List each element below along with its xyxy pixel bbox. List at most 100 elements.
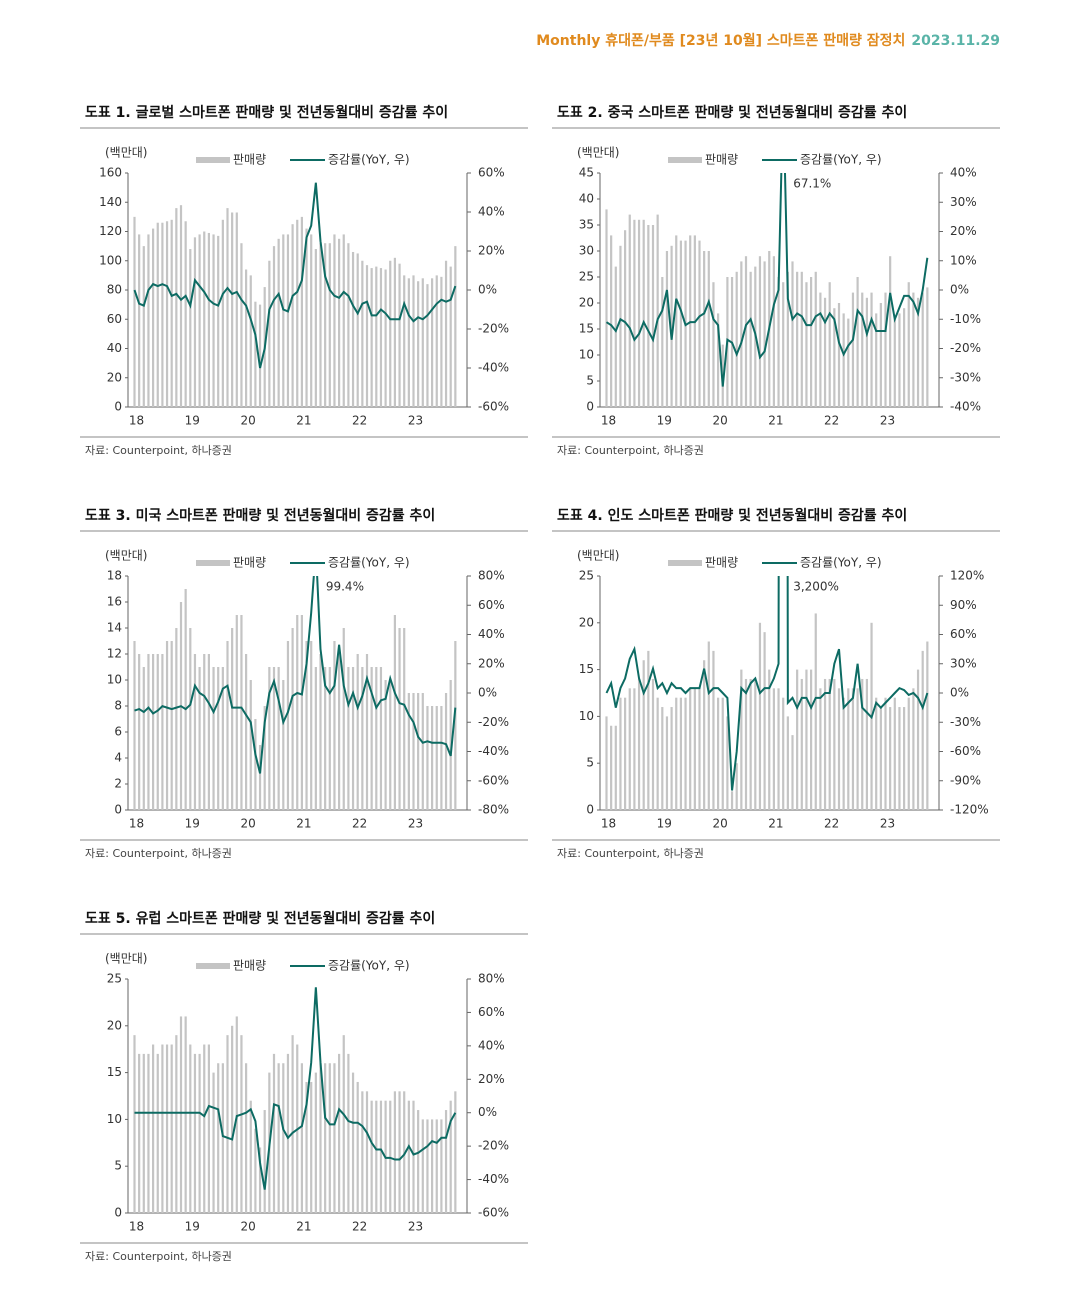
bar [165, 1044, 169, 1213]
bar [375, 266, 378, 407]
y2-tick-label: -20% [478, 715, 509, 729]
bar [277, 238, 280, 407]
y-tick-label: 140 [99, 195, 122, 209]
bar [393, 1091, 396, 1213]
bar [342, 1035, 345, 1213]
x-tick-label: 21 [768, 817, 783, 831]
bar [324, 667, 327, 810]
bar [833, 308, 836, 407]
bar [435, 706, 438, 810]
annotation: 3,200% [793, 580, 839, 594]
bar [333, 234, 336, 407]
bar [398, 1091, 401, 1213]
bar [305, 228, 308, 407]
chart-title: 도표 1. 글로벌 스마트폰 판매량 및 전년동월대비 증감률 추이 [85, 104, 448, 121]
bar [861, 678, 864, 810]
bar [212, 234, 215, 407]
unit-label: (백만대) [105, 952, 147, 966]
y2-tick-label: -40% [478, 361, 509, 375]
bar [254, 1128, 257, 1213]
bar [193, 237, 197, 407]
bar [161, 222, 164, 407]
bar [407, 278, 410, 407]
y2-tick-label: -20% [478, 322, 509, 336]
bar [926, 641, 929, 810]
bar [431, 706, 434, 810]
bar [435, 1119, 438, 1213]
bar [142, 667, 145, 810]
bar [314, 1072, 317, 1213]
y2-tick-label: -60% [478, 400, 509, 414]
bar [198, 667, 201, 810]
bar [189, 628, 192, 810]
bar [921, 292, 924, 407]
bar [889, 256, 892, 407]
legend-label: 증감률(YoY, 우) [328, 153, 410, 167]
bar [870, 292, 873, 407]
legend-label: 판매량 [233, 153, 266, 167]
bar [435, 275, 438, 407]
bar [231, 212, 234, 407]
bar [263, 1110, 266, 1213]
bar [314, 667, 317, 810]
bar [226, 641, 229, 810]
bar [819, 292, 822, 407]
bar [665, 251, 669, 407]
bar [610, 725, 613, 810]
bar [921, 650, 924, 810]
bar [412, 693, 415, 810]
bar [212, 1072, 215, 1213]
bar [365, 1091, 369, 1213]
bar [707, 641, 710, 810]
bar [338, 654, 341, 810]
bar [165, 221, 169, 407]
bar [791, 735, 794, 810]
y2-tick-label: 0% [478, 283, 497, 297]
bar [907, 697, 910, 810]
bar [319, 1063, 322, 1213]
y2-tick-label: 60% [478, 1005, 505, 1019]
bar [193, 1053, 197, 1213]
y2-tick-label: 40% [478, 205, 505, 219]
bar [338, 238, 341, 407]
bar [347, 667, 350, 810]
y-tick-label: 20 [107, 1018, 122, 1032]
bar [449, 1100, 452, 1213]
bar [431, 1119, 434, 1213]
unit-label: (백만대) [577, 146, 619, 160]
bar [170, 641, 173, 810]
y2-tick-label: -40% [478, 1172, 509, 1186]
y-tick-label: 6 [114, 725, 122, 739]
bar [717, 697, 720, 810]
bar [203, 231, 206, 407]
bar [693, 688, 696, 810]
bar [403, 1091, 406, 1213]
bar [810, 277, 813, 407]
source: 자료: Counterpoint, 하나증권 [85, 846, 232, 860]
bar [417, 281, 420, 407]
bar [305, 1081, 308, 1213]
bar [805, 669, 808, 810]
bar [796, 271, 799, 407]
bar [170, 219, 173, 407]
bar [444, 260, 448, 407]
bar [282, 1063, 285, 1213]
bar [328, 667, 331, 810]
bar [272, 246, 276, 407]
bar [272, 1053, 276, 1213]
bar [221, 667, 224, 810]
y-tick-label: 10 [107, 673, 122, 687]
bar [828, 678, 831, 810]
source: 자료: Counterpoint, 하나증권 [85, 443, 232, 457]
bar [703, 251, 706, 407]
bar [633, 219, 636, 407]
y2-tick-label: -20% [478, 1139, 509, 1153]
bar [426, 1119, 429, 1213]
bar [370, 1100, 373, 1213]
bar [758, 622, 762, 810]
y-tick-label: 5 [114, 1159, 122, 1173]
bar [291, 628, 294, 810]
bar [393, 615, 396, 810]
bar [379, 1100, 383, 1213]
bar [647, 225, 650, 407]
